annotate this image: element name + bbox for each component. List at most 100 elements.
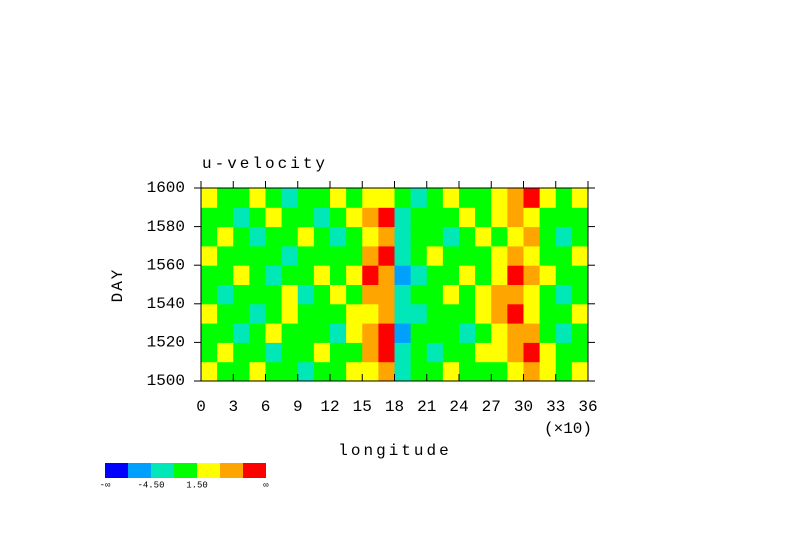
heatmap-cell <box>555 361 573 382</box>
heatmap-cell <box>362 245 379 266</box>
heatmap-cell <box>297 226 315 247</box>
heatmap-cell <box>491 188 508 208</box>
heatmap-cell <box>539 226 557 247</box>
heatmap-cell <box>426 342 444 363</box>
heatmap-cell <box>346 265 363 285</box>
y-tick-label: 1520 <box>147 334 185 352</box>
heatmap-cell <box>281 188 299 208</box>
heatmap-cell <box>410 207 428 228</box>
heatmap-cell <box>555 342 573 363</box>
heatmap-cell <box>394 226 412 247</box>
heatmap-cell <box>459 226 476 247</box>
heatmap-cell <box>555 226 573 247</box>
heatmap-cell <box>523 361 541 382</box>
heatmap-cell <box>394 284 412 305</box>
heatmap-cell <box>265 226 283 247</box>
heatmap-cell <box>281 361 299 382</box>
heatmap-cell <box>330 245 347 266</box>
heatmap-cell <box>426 245 444 266</box>
heatmap-cell <box>394 342 412 363</box>
y-tick-label: 1500 <box>147 372 185 390</box>
heatmap-cell <box>426 323 444 343</box>
heatmap-cell <box>378 284 395 305</box>
heatmap-cell <box>346 188 363 208</box>
heatmap-cell <box>330 265 347 285</box>
x-tick-label: 24 <box>449 398 468 416</box>
heatmap-cell <box>201 342 218 363</box>
heatmap-cell <box>555 303 573 324</box>
colorbar-swatch <box>220 463 243 478</box>
x-tick-label: 18 <box>385 398 404 416</box>
heatmap-cell <box>507 303 524 324</box>
heatmap-cell <box>249 361 266 382</box>
colorbar-label: 1.50 <box>186 480 208 490</box>
heatmap-cell <box>507 342 524 363</box>
heatmap-cell <box>394 188 412 208</box>
heatmap-cell <box>362 207 379 228</box>
heatmap-cell <box>217 361 234 382</box>
heatmap-cell <box>297 303 315 324</box>
heatmap-cell <box>201 226 218 247</box>
heatmap-cell <box>475 265 492 285</box>
heatmap-cell <box>313 303 331 324</box>
heatmap-cell <box>475 188 492 208</box>
heatmap-cell <box>313 323 331 343</box>
heatmap-cell <box>394 361 412 382</box>
heatmap-cell <box>442 226 460 247</box>
heatmap-cell <box>459 323 476 343</box>
heatmap-cell <box>297 323 315 343</box>
x-tick-label: 0 <box>196 398 206 416</box>
heatmap-cell <box>507 265 524 285</box>
heatmap-cell <box>217 188 234 208</box>
x-tick-label: 36 <box>578 398 597 416</box>
heatmap-cell <box>555 207 573 228</box>
heatmap-cell <box>539 323 557 343</box>
heatmap-cell <box>281 265 299 285</box>
heatmap-cell <box>442 188 460 208</box>
heatmap-cell <box>475 303 492 324</box>
heatmap-cell <box>378 226 395 247</box>
x-tick-label: 33 <box>546 398 565 416</box>
heatmap-cell <box>523 303 541 324</box>
heatmap-cell <box>539 265 557 285</box>
heatmap-cell <box>571 226 589 247</box>
heatmap-cell <box>571 265 589 285</box>
y-tick-label: 1560 <box>147 256 185 274</box>
heatmap-cell <box>571 284 589 305</box>
heatmap-cell <box>426 284 444 305</box>
colorbar-label: -∞ <box>100 480 111 490</box>
heatmap-cell <box>491 284 508 305</box>
heatmap-cell <box>523 342 541 363</box>
heatmap-cell <box>330 303 347 324</box>
heatmap-cell <box>297 342 315 363</box>
heatmap-cell <box>571 323 589 343</box>
heatmap-cell <box>201 323 218 343</box>
heatmap-cell <box>265 284 283 305</box>
heatmap-cell <box>378 265 395 285</box>
heatmap-cell <box>297 245 315 266</box>
heatmap-cell <box>346 303 363 324</box>
heatmap-cell <box>265 342 283 363</box>
heatmap-cell <box>442 207 460 228</box>
x-multiplier: (×10) <box>544 420 592 438</box>
heatmap-cell <box>410 361 428 382</box>
colorbar-label: -4.50 <box>137 480 164 490</box>
heatmap-cell <box>297 361 315 382</box>
y-tick-label: 1580 <box>147 218 185 236</box>
heatmap-cell <box>378 245 395 266</box>
y-tick-label: 1540 <box>147 295 185 313</box>
x-tick-label: 15 <box>353 398 372 416</box>
y-tick-label: 1600 <box>147 179 185 197</box>
heatmap-cell <box>265 188 283 208</box>
heatmap-cell <box>459 361 476 382</box>
heatmap-cell <box>539 361 557 382</box>
heatmap-cell <box>233 226 250 247</box>
heatmap-cell <box>297 265 315 285</box>
heatmap-cell <box>330 207 347 228</box>
heatmap-cell <box>346 284 363 305</box>
heatmap-cell <box>249 342 266 363</box>
heatmap-cell <box>426 361 444 382</box>
heatmap-cell <box>362 265 379 285</box>
heatmap-cell <box>523 323 541 343</box>
heatmap-cell <box>330 226 347 247</box>
